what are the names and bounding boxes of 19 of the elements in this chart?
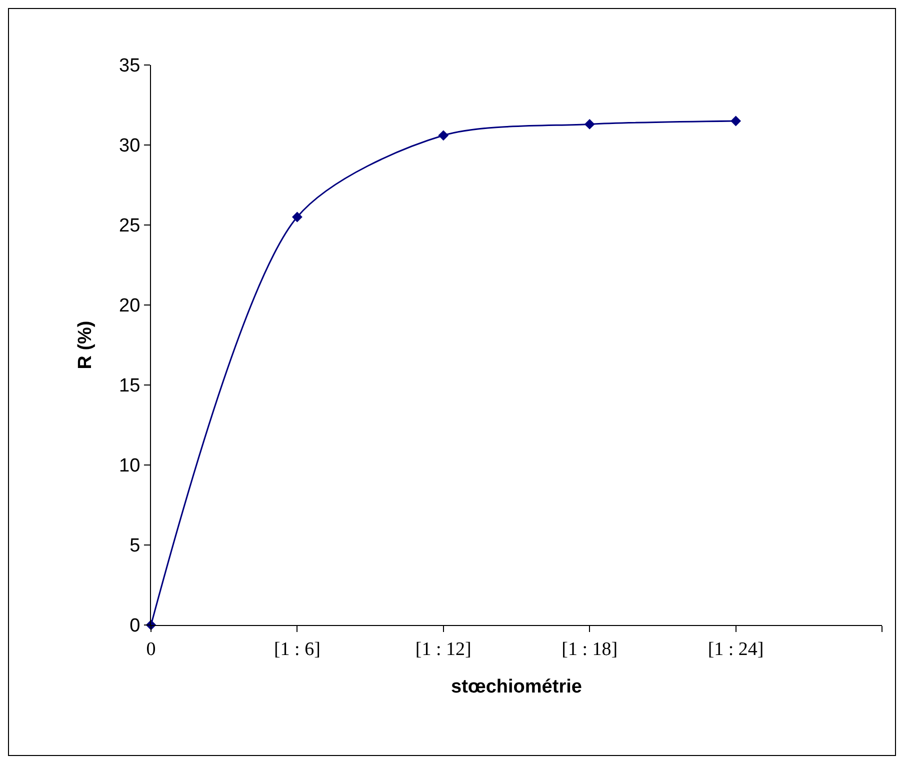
y-tick-label: 5 [130, 536, 140, 557]
y-tick-label: 10 [119, 456, 140, 477]
x-tick-label: [1 : 18] [562, 638, 618, 660]
y-tick-label: 30 [119, 136, 140, 157]
y-tick-label: 20 [119, 296, 140, 317]
point [584, 119, 595, 130]
y-tick-label: 35 [119, 56, 140, 77]
point [292, 212, 302, 222]
x-tick-label: [1 : 24] [708, 638, 764, 660]
y-tick-label: 25 [119, 216, 140, 237]
x-tick-label: [1 : 6] [274, 638, 320, 660]
y-tick-label: 15 [119, 376, 140, 397]
point [730, 116, 741, 126]
y-axis-title: R (%) [74, 320, 96, 370]
y-tick-label: 0 [130, 616, 140, 637]
point [438, 130, 449, 141]
x-tick-label: [1 : 12] [415, 638, 472, 660]
x-axis-title: stœchiométrie [451, 676, 582, 698]
x-tick-label: 0 [146, 638, 156, 660]
